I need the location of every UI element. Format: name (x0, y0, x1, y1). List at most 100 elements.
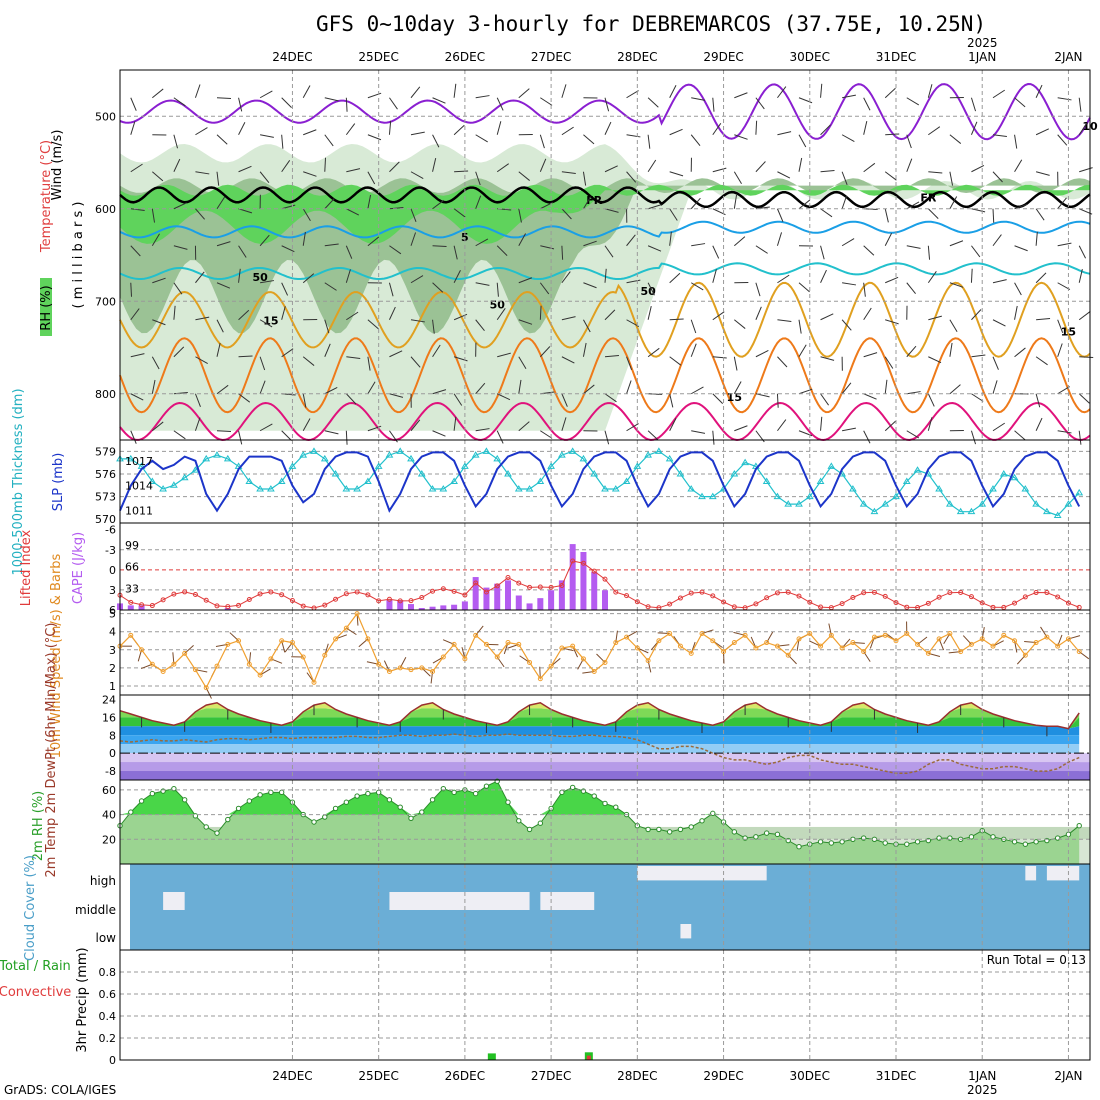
thickness-marker (1043, 507, 1051, 515)
wind-barb (496, 97, 504, 111)
wind-barb (820, 245, 825, 260)
wind-barb (712, 167, 727, 173)
cloud-cover-panel: high middle low (75, 863, 1091, 951)
wind-barb (195, 356, 208, 364)
wind-barb (389, 207, 404, 210)
wind10-ylabel: 10m Wind Speed (m/s) & Barbs (49, 553, 64, 758)
wind10-marker (947, 631, 953, 637)
cape-bar (472, 577, 479, 610)
cloud-gap (389, 892, 530, 910)
wind-barb (647, 204, 662, 210)
wind10-marker (182, 650, 188, 656)
wind-barb (259, 380, 266, 394)
wind-barb (238, 165, 252, 173)
wind-barb (604, 268, 607, 283)
y-tick-label: 6 (109, 604, 116, 617)
rh2m-marker (311, 819, 317, 825)
wind-barb (346, 311, 359, 321)
wind-barb (755, 393, 770, 398)
wind-barb (1035, 171, 1050, 176)
y-tick-label: 0.4 (99, 1010, 117, 1023)
wind-barb (691, 243, 706, 247)
wind-barb (152, 277, 166, 284)
wind-barb (324, 134, 334, 147)
wind10-marker (505, 640, 511, 646)
wind10-marker (731, 640, 737, 646)
rh2m-marker (505, 799, 511, 805)
wind-barb (130, 121, 136, 135)
wind-barb (496, 282, 499, 297)
wind-barb (1078, 122, 1088, 136)
thickness-marker (525, 485, 534, 492)
cold-band (120, 753, 1090, 763)
wind-barb (281, 134, 284, 149)
wind-barb (777, 171, 791, 179)
wind-barb (906, 430, 920, 439)
wind-barb (195, 208, 206, 220)
wind-barb (367, 356, 371, 371)
wind10-marker (257, 672, 263, 678)
wind-barb (949, 384, 961, 395)
thickness-marker (730, 469, 739, 477)
rh2m-marker (365, 790, 371, 797)
cloud-level-label: low (96, 931, 117, 945)
thickness-marker (374, 462, 383, 469)
li-marker (419, 595, 425, 601)
upper-unit-ylabel: ( m i l l i b a r s ) (71, 202, 86, 309)
wind-barb (1035, 272, 1047, 284)
thickness-marker (1075, 488, 1084, 496)
thickness-marker (213, 451, 221, 458)
thickness-marker (827, 462, 836, 469)
wind-barb (777, 131, 792, 136)
wind-barb (238, 309, 250, 321)
wind-barb (367, 236, 380, 247)
wind-barb (1078, 268, 1083, 283)
wind-barb (345, 393, 357, 405)
li-marker (483, 589, 489, 595)
rh2m-high-area (120, 781, 1080, 815)
wind-barb (992, 356, 999, 370)
thickness-marker (611, 485, 620, 492)
footer-credit: GrADS: COLA/IGES (4, 1083, 116, 1097)
cloud-gap (637, 866, 767, 881)
wind-barb (691, 97, 706, 101)
wind-barb (863, 282, 866, 297)
wind-barb (496, 307, 506, 321)
wind-barb (540, 97, 553, 106)
dewpt2m-line (119, 733, 1080, 775)
wind-barb (453, 416, 457, 431)
wind-barb (216, 134, 228, 145)
top-date-label: 26DEC (445, 50, 485, 64)
wind-barb (260, 134, 274, 138)
wind-barb (130, 163, 143, 173)
wind-barb (302, 393, 307, 408)
thickness-marker (1021, 485, 1030, 492)
thickness-marker (956, 507, 965, 515)
wind-barb (496, 163, 509, 173)
wind10-marker (925, 650, 931, 656)
rh2m-marker (268, 789, 274, 796)
wind-barb (992, 171, 1003, 183)
wind-barb (152, 88, 164, 99)
wind-barb (1078, 245, 1087, 259)
wind-barb (1078, 430, 1082, 445)
rh2m-marker (516, 818, 522, 824)
wind-barb (475, 134, 488, 143)
wind-barb (777, 319, 792, 322)
rh2m-marker (559, 789, 565, 796)
wind-barb (712, 356, 727, 359)
panel-frame (119, 609, 1091, 696)
wind-barb (367, 134, 382, 141)
wind10-marker (376, 661, 382, 667)
y-tick-label: 40 (102, 809, 116, 822)
wind-barb (863, 162, 876, 173)
li-marker (1055, 594, 1061, 600)
wind-barb (669, 208, 678, 221)
wind-barb (151, 208, 156, 223)
li-marker (1065, 600, 1071, 606)
wind-barb (669, 318, 684, 321)
rh2m-marker (181, 797, 188, 803)
wind-barb (194, 84, 201, 98)
wind-barb (798, 344, 807, 358)
wind-barb (1057, 242, 1072, 247)
